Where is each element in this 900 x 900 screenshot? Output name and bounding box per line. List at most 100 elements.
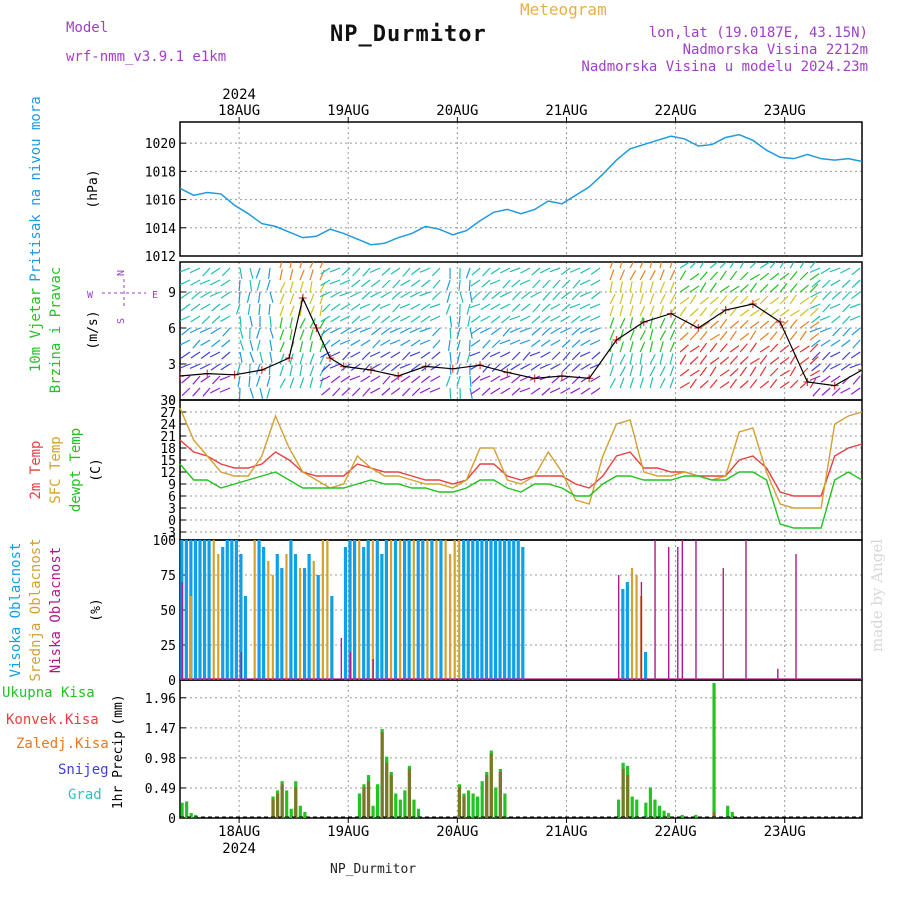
wind-barb <box>391 363 401 372</box>
wind-barb <box>246 291 251 303</box>
compass-w: W <box>87 290 94 301</box>
wind-barb <box>729 295 739 305</box>
wind-barb <box>530 339 541 348</box>
wind-barb <box>689 285 700 293</box>
wind-barb <box>470 327 481 335</box>
wind-barb <box>299 281 304 293</box>
wind-barb <box>180 363 191 369</box>
wind-barb <box>200 303 211 311</box>
wind-barb <box>709 282 717 293</box>
high-cloud-bar <box>516 540 520 680</box>
wind-barb <box>619 329 624 341</box>
wind-barb <box>831 387 841 397</box>
y-tick-label: 25 <box>160 639 176 654</box>
wind-barb <box>719 369 730 377</box>
wind-barb <box>749 309 760 317</box>
wind-barb <box>359 315 371 322</box>
wind-barb <box>779 344 790 353</box>
wind-barb <box>449 351 452 364</box>
wind-barb <box>209 387 221 394</box>
wind-barb <box>431 351 441 360</box>
conv-precip-bar <box>366 781 371 818</box>
total-precip-bar <box>357 793 362 818</box>
wind-barb <box>320 267 331 275</box>
wind-barb <box>619 353 626 365</box>
wind-barb <box>329 267 341 273</box>
high-cloud-bar <box>393 540 398 680</box>
wind-barb <box>739 295 749 305</box>
low-cloud-bar <box>681 540 684 680</box>
wind-barb <box>350 339 361 347</box>
wind-barb <box>402 351 411 361</box>
wind-barb <box>789 345 800 353</box>
wind-barb <box>400 327 411 334</box>
low-cloud-bar <box>640 582 643 680</box>
wind-barb <box>420 375 431 384</box>
wind-barb <box>446 279 451 291</box>
wind-barb <box>202 387 211 397</box>
wind-barb <box>180 304 181 305</box>
wind-barb <box>289 377 295 389</box>
high-cloud-bar <box>198 540 202 680</box>
wind-barb <box>410 363 421 371</box>
wind-barb <box>799 271 809 281</box>
wind-barb <box>389 339 401 345</box>
wind-barb <box>289 317 293 329</box>
wind-barb <box>431 291 441 301</box>
wind-unit-label: (m/s) <box>86 310 101 349</box>
wind-barb <box>719 356 730 365</box>
temp-dew-line <box>179 463 863 529</box>
wind-barb <box>411 375 421 384</box>
wind-barb <box>361 291 371 300</box>
wind-barb <box>629 317 634 329</box>
total-precip-bar <box>471 793 475 818</box>
wind-barb <box>266 375 271 387</box>
wind-barb <box>411 387 421 397</box>
wind-barb <box>269 351 273 363</box>
wind-barb <box>351 315 361 324</box>
wind-barb <box>571 315 581 324</box>
wind-barb <box>840 387 851 394</box>
wind-barb <box>570 387 581 394</box>
wind-barb <box>759 366 767 377</box>
wind-barb <box>749 273 760 281</box>
wind-barb <box>560 315 571 323</box>
total-precip-bar <box>480 781 484 818</box>
wind-barb <box>629 305 634 317</box>
wind-barb <box>649 377 654 389</box>
y-tick-label: 9 <box>168 478 176 493</box>
wind-barb <box>799 320 810 329</box>
wind-barb <box>279 262 283 269</box>
y-tick-label: 0 <box>168 674 176 689</box>
mid-cloud-bar <box>212 540 215 680</box>
wind-barb <box>551 351 561 361</box>
total-precip-bar <box>289 808 293 818</box>
wind-barb <box>500 303 511 310</box>
wind-barb <box>842 315 851 325</box>
wind-barb <box>470 279 481 287</box>
wind-barb <box>458 315 461 327</box>
wind-barb <box>511 387 521 396</box>
wind-barb <box>309 365 315 377</box>
wind-barb <box>342 351 351 361</box>
wind-barb <box>490 327 501 336</box>
wind-barb <box>511 303 521 312</box>
wind-barb <box>299 365 303 377</box>
wind-barb <box>659 305 665 317</box>
wind-barb <box>809 369 820 377</box>
wind-barb <box>729 262 735 269</box>
wind-barb <box>381 363 391 372</box>
wind-barb <box>709 307 719 317</box>
wind-barb <box>491 363 501 373</box>
wind-barb <box>509 267 521 273</box>
wind-barb <box>629 262 635 269</box>
wind-barb <box>811 315 821 324</box>
wind-barb <box>532 279 541 289</box>
wind-barb <box>431 267 441 277</box>
mid-cloud-bar <box>358 540 361 680</box>
wind-barb <box>709 366 717 377</box>
wind-barb <box>849 315 861 321</box>
wind-barb <box>289 262 292 269</box>
wind-barb <box>809 303 821 310</box>
wind-barb <box>580 339 591 347</box>
